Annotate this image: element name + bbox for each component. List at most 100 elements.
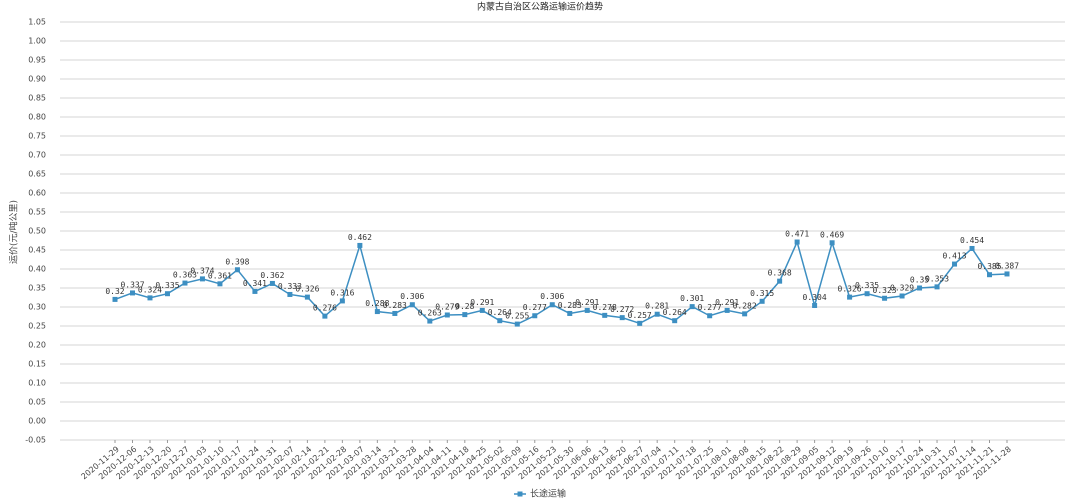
value-label: 0.255	[505, 312, 529, 321]
marker	[427, 318, 433, 324]
y-tick-label: 0.75	[28, 132, 46, 141]
value-label: 0.277	[523, 303, 547, 312]
marker	[794, 239, 800, 245]
marker	[1004, 271, 1010, 277]
value-label: 0.264	[663, 308, 687, 317]
marker	[532, 313, 538, 319]
value-label: 0.353	[925, 274, 949, 283]
marker	[917, 285, 923, 291]
marker	[619, 315, 625, 321]
marker	[759, 298, 765, 304]
marker	[374, 309, 380, 315]
marker	[234, 267, 240, 273]
marker	[549, 302, 555, 308]
value-label: 0.282	[733, 301, 757, 310]
value-label: 0.361	[208, 271, 232, 280]
marker	[689, 304, 695, 310]
y-tick-label: 0.10	[28, 379, 46, 388]
value-label: 0.387	[995, 261, 1019, 270]
value-label: 0.277	[698, 303, 722, 312]
value-label: 0.335	[155, 281, 179, 290]
legend-marker	[517, 491, 523, 497]
value-label: 0.363	[173, 271, 197, 280]
value-label: 0.341	[243, 279, 267, 288]
value-label: 0.316	[330, 288, 354, 297]
y-tick-label: 0.20	[28, 341, 46, 350]
marker	[724, 307, 730, 313]
marker	[339, 298, 345, 304]
value-label: 0.28	[455, 302, 474, 311]
y-tick-label: -0.05	[25, 436, 46, 445]
value-label: 0.278	[593, 303, 617, 312]
value-label: 0.283	[558, 301, 582, 310]
value-label: 0.326	[295, 285, 319, 294]
marker	[147, 295, 153, 301]
value-label: 0.281	[645, 302, 669, 311]
marker	[847, 294, 853, 300]
value-label: 0.374	[190, 266, 214, 275]
y-tick-label: 0.25	[28, 322, 46, 331]
value-label: 0.257	[628, 311, 652, 320]
y-tick-label: 0.65	[28, 170, 46, 179]
marker	[637, 320, 643, 326]
marker	[654, 311, 660, 317]
value-label: 0.306	[540, 292, 564, 301]
chart-title: 内蒙古自治区公路运输运价趋势	[477, 1, 603, 13]
marker	[829, 240, 835, 246]
marker	[672, 318, 678, 324]
y-tick-label: 0.90	[28, 75, 46, 84]
marker	[584, 307, 590, 313]
marker	[567, 310, 573, 316]
marker	[304, 294, 310, 300]
value-label: 0.335	[855, 281, 879, 290]
marker	[287, 291, 293, 297]
y-tick-label: 0.30	[28, 303, 46, 312]
value-label: 0.304	[803, 293, 827, 302]
value-label: 0.279	[435, 302, 459, 311]
marker	[129, 290, 135, 296]
y-tick-label: 0.85	[28, 94, 46, 103]
marker	[899, 293, 905, 299]
marker	[969, 245, 975, 251]
value-label: 0.288	[365, 299, 389, 308]
value-label: 0.337	[120, 280, 144, 289]
value-label: 0.283	[383, 301, 407, 310]
value-label: 0.32	[105, 287, 124, 296]
value-label: 0.462	[348, 233, 372, 242]
y-tick-label: 0.40	[28, 265, 46, 274]
y-tick-label: 0.80	[28, 113, 46, 122]
marker	[514, 321, 520, 327]
value-label: 0.454	[960, 236, 984, 245]
value-label: 0.35	[910, 276, 929, 285]
y-tick-label: 0.45	[28, 246, 46, 255]
marker	[479, 307, 485, 313]
value-label: 0.413	[942, 252, 966, 261]
marker	[812, 302, 818, 308]
value-label: 0.263	[418, 309, 442, 318]
y-tick-label: 0.70	[28, 151, 46, 160]
value-label: 0.326	[838, 285, 862, 294]
marker	[182, 280, 188, 286]
marker	[444, 312, 450, 318]
y-tick-label: 0.50	[28, 227, 46, 236]
value-label: 0.291	[715, 298, 739, 307]
value-label: 0.398	[225, 257, 249, 266]
marker	[882, 295, 888, 301]
y-tick-label: 0.95	[28, 56, 46, 65]
marker	[357, 242, 363, 248]
value-label: 0.329	[890, 283, 914, 292]
marker	[217, 281, 223, 287]
marker	[952, 261, 958, 267]
value-label: 0.272	[610, 305, 634, 314]
value-label: 0.291	[575, 298, 599, 307]
marker	[112, 296, 118, 302]
marker	[269, 280, 275, 286]
marker	[409, 302, 415, 308]
marker	[987, 272, 993, 278]
value-label: 0.362	[260, 271, 284, 280]
y-tick-label: 1.05	[28, 18, 46, 27]
y-tick-label: 0.00	[28, 417, 46, 426]
value-label: 0.333	[278, 282, 302, 291]
y-tick-label: 0.55	[28, 208, 46, 217]
value-label: 0.315	[750, 289, 774, 298]
